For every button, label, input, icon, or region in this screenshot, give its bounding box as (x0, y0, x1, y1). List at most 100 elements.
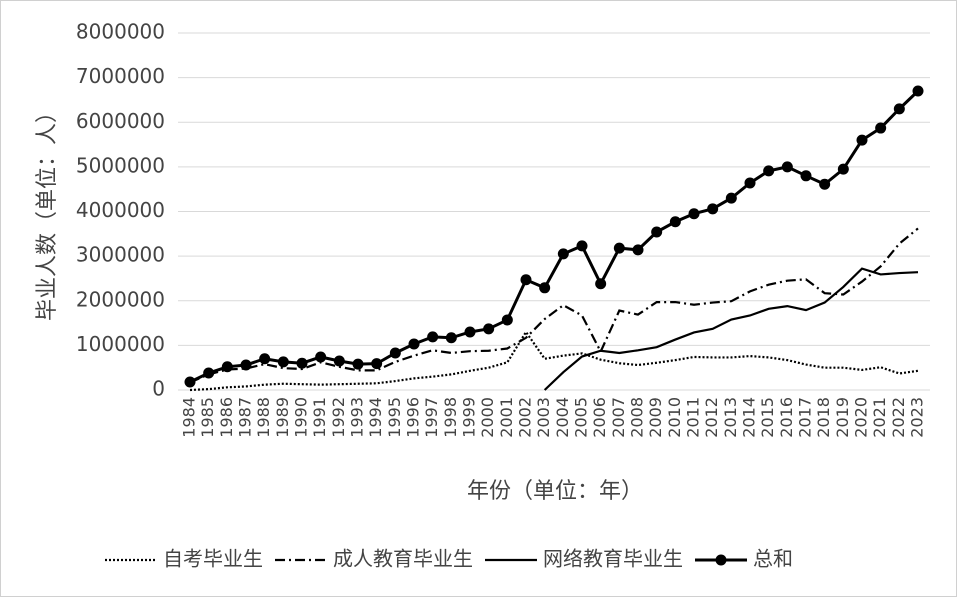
x-tick-label: 2019 (833, 397, 852, 438)
marker (744, 177, 756, 189)
x-tick-label: 2014 (740, 397, 759, 438)
legend-label: 成人教育毕业生 (333, 547, 473, 571)
marker (651, 226, 663, 238)
series-line (543, 267, 919, 391)
x-tick-label: 1996 (404, 397, 423, 438)
x-tick-label: 1998 (441, 397, 460, 438)
marker (445, 332, 457, 344)
marker (221, 361, 233, 373)
marker (389, 347, 401, 359)
legend-label: 网络教育毕业生 (543, 547, 683, 571)
marker (483, 323, 495, 335)
x-tick-label: 2015 (758, 397, 777, 438)
marker (707, 203, 719, 215)
marker (240, 359, 252, 371)
marker (315, 351, 327, 363)
x-tick-label: 1995 (385, 397, 404, 438)
y-tick-label: 1000000 (76, 332, 165, 356)
marker (557, 248, 569, 260)
x-tick-label: 2012 (702, 397, 721, 438)
x-tick-label: 2023 (908, 397, 927, 438)
y-axis-label: 毕业人数（单位：人） (35, 101, 60, 321)
marker (259, 353, 271, 365)
marker (277, 356, 289, 368)
x-tick-label: 2002 (516, 397, 535, 438)
marker (408, 338, 420, 350)
x-tick-label: 1991 (310, 397, 329, 438)
marker (184, 376, 196, 388)
x-tick-label: 1994 (366, 397, 385, 438)
legend-label: 总和 (753, 547, 793, 571)
x-tick-label: 1999 (460, 397, 479, 438)
x-tick-label: 1986 (217, 397, 236, 438)
marker (819, 178, 831, 190)
y-tick-label: 6000000 (76, 109, 165, 133)
x-tick-label: 2004 (553, 397, 572, 438)
y-tick-label: 5000000 (76, 153, 165, 177)
marker (912, 85, 924, 97)
marker (669, 216, 681, 228)
x-tick-label: 2020 (852, 397, 871, 438)
marker (371, 358, 383, 370)
series-line (189, 227, 919, 384)
y-tick-label: 7000000 (76, 64, 165, 88)
marker (725, 192, 737, 204)
x-tick-label: 2016 (777, 397, 796, 438)
x-tick-label: 2005 (572, 397, 591, 438)
marker (464, 326, 476, 338)
marker (296, 357, 308, 369)
x-tick-label: 2000 (478, 397, 497, 438)
x-tick-label: 2007 (609, 397, 628, 438)
x-tick-label: 1987 (236, 397, 255, 438)
x-tick-label: 2018 (814, 397, 833, 438)
x-tick-label: 2008 (628, 397, 647, 438)
marker (333, 355, 345, 367)
x-tick-label: 2011 (684, 397, 703, 438)
x-tick-label: 2021 (870, 397, 889, 438)
marker (632, 244, 644, 256)
x-tick-label: 2013 (721, 397, 740, 438)
x-tick-label: 1990 (292, 397, 311, 438)
marker (203, 367, 215, 379)
marker (688, 208, 700, 220)
marker (576, 240, 588, 252)
marker (539, 282, 551, 294)
marker (763, 165, 775, 177)
y-tick-label: 4000000 (76, 198, 165, 222)
y-tick-label: 0 (152, 377, 165, 401)
x-tick-label: 1984 (180, 397, 199, 438)
marker (427, 331, 439, 343)
x-tick-label: 2003 (534, 397, 553, 438)
x-tick-label: 2009 (646, 397, 665, 438)
marker (893, 103, 905, 115)
marker (613, 242, 625, 254)
marker (520, 274, 532, 286)
marker (501, 314, 513, 326)
y-tick-label: 8000000 (76, 20, 165, 44)
x-tick-label: 2010 (665, 397, 684, 438)
x-tick-label: 2006 (590, 397, 609, 438)
marker (352, 358, 364, 370)
y-tick-label: 2000000 (76, 287, 165, 311)
marker (856, 134, 868, 146)
x-axis-label: 年份（单位：年） (467, 479, 643, 504)
series-line (189, 89, 920, 384)
x-tick-label: 1985 (198, 397, 217, 438)
legend-label: 自考毕业生 (163, 547, 263, 571)
marker (595, 278, 607, 290)
x-tick-label: 2022 (889, 397, 908, 438)
x-tick-label: 1992 (329, 397, 348, 438)
marker (781, 161, 793, 173)
y-tick-label: 3000000 (76, 243, 165, 267)
marker (837, 163, 849, 175)
legend-marker (715, 554, 727, 566)
x-tick-label: 1997 (422, 397, 441, 438)
x-tick-label: 2001 (497, 397, 516, 438)
marker (875, 122, 887, 134)
x-tick-label: 1988 (254, 397, 273, 438)
marker (800, 170, 812, 182)
series-line (189, 329, 919, 392)
x-tick-label: 2017 (796, 397, 815, 438)
